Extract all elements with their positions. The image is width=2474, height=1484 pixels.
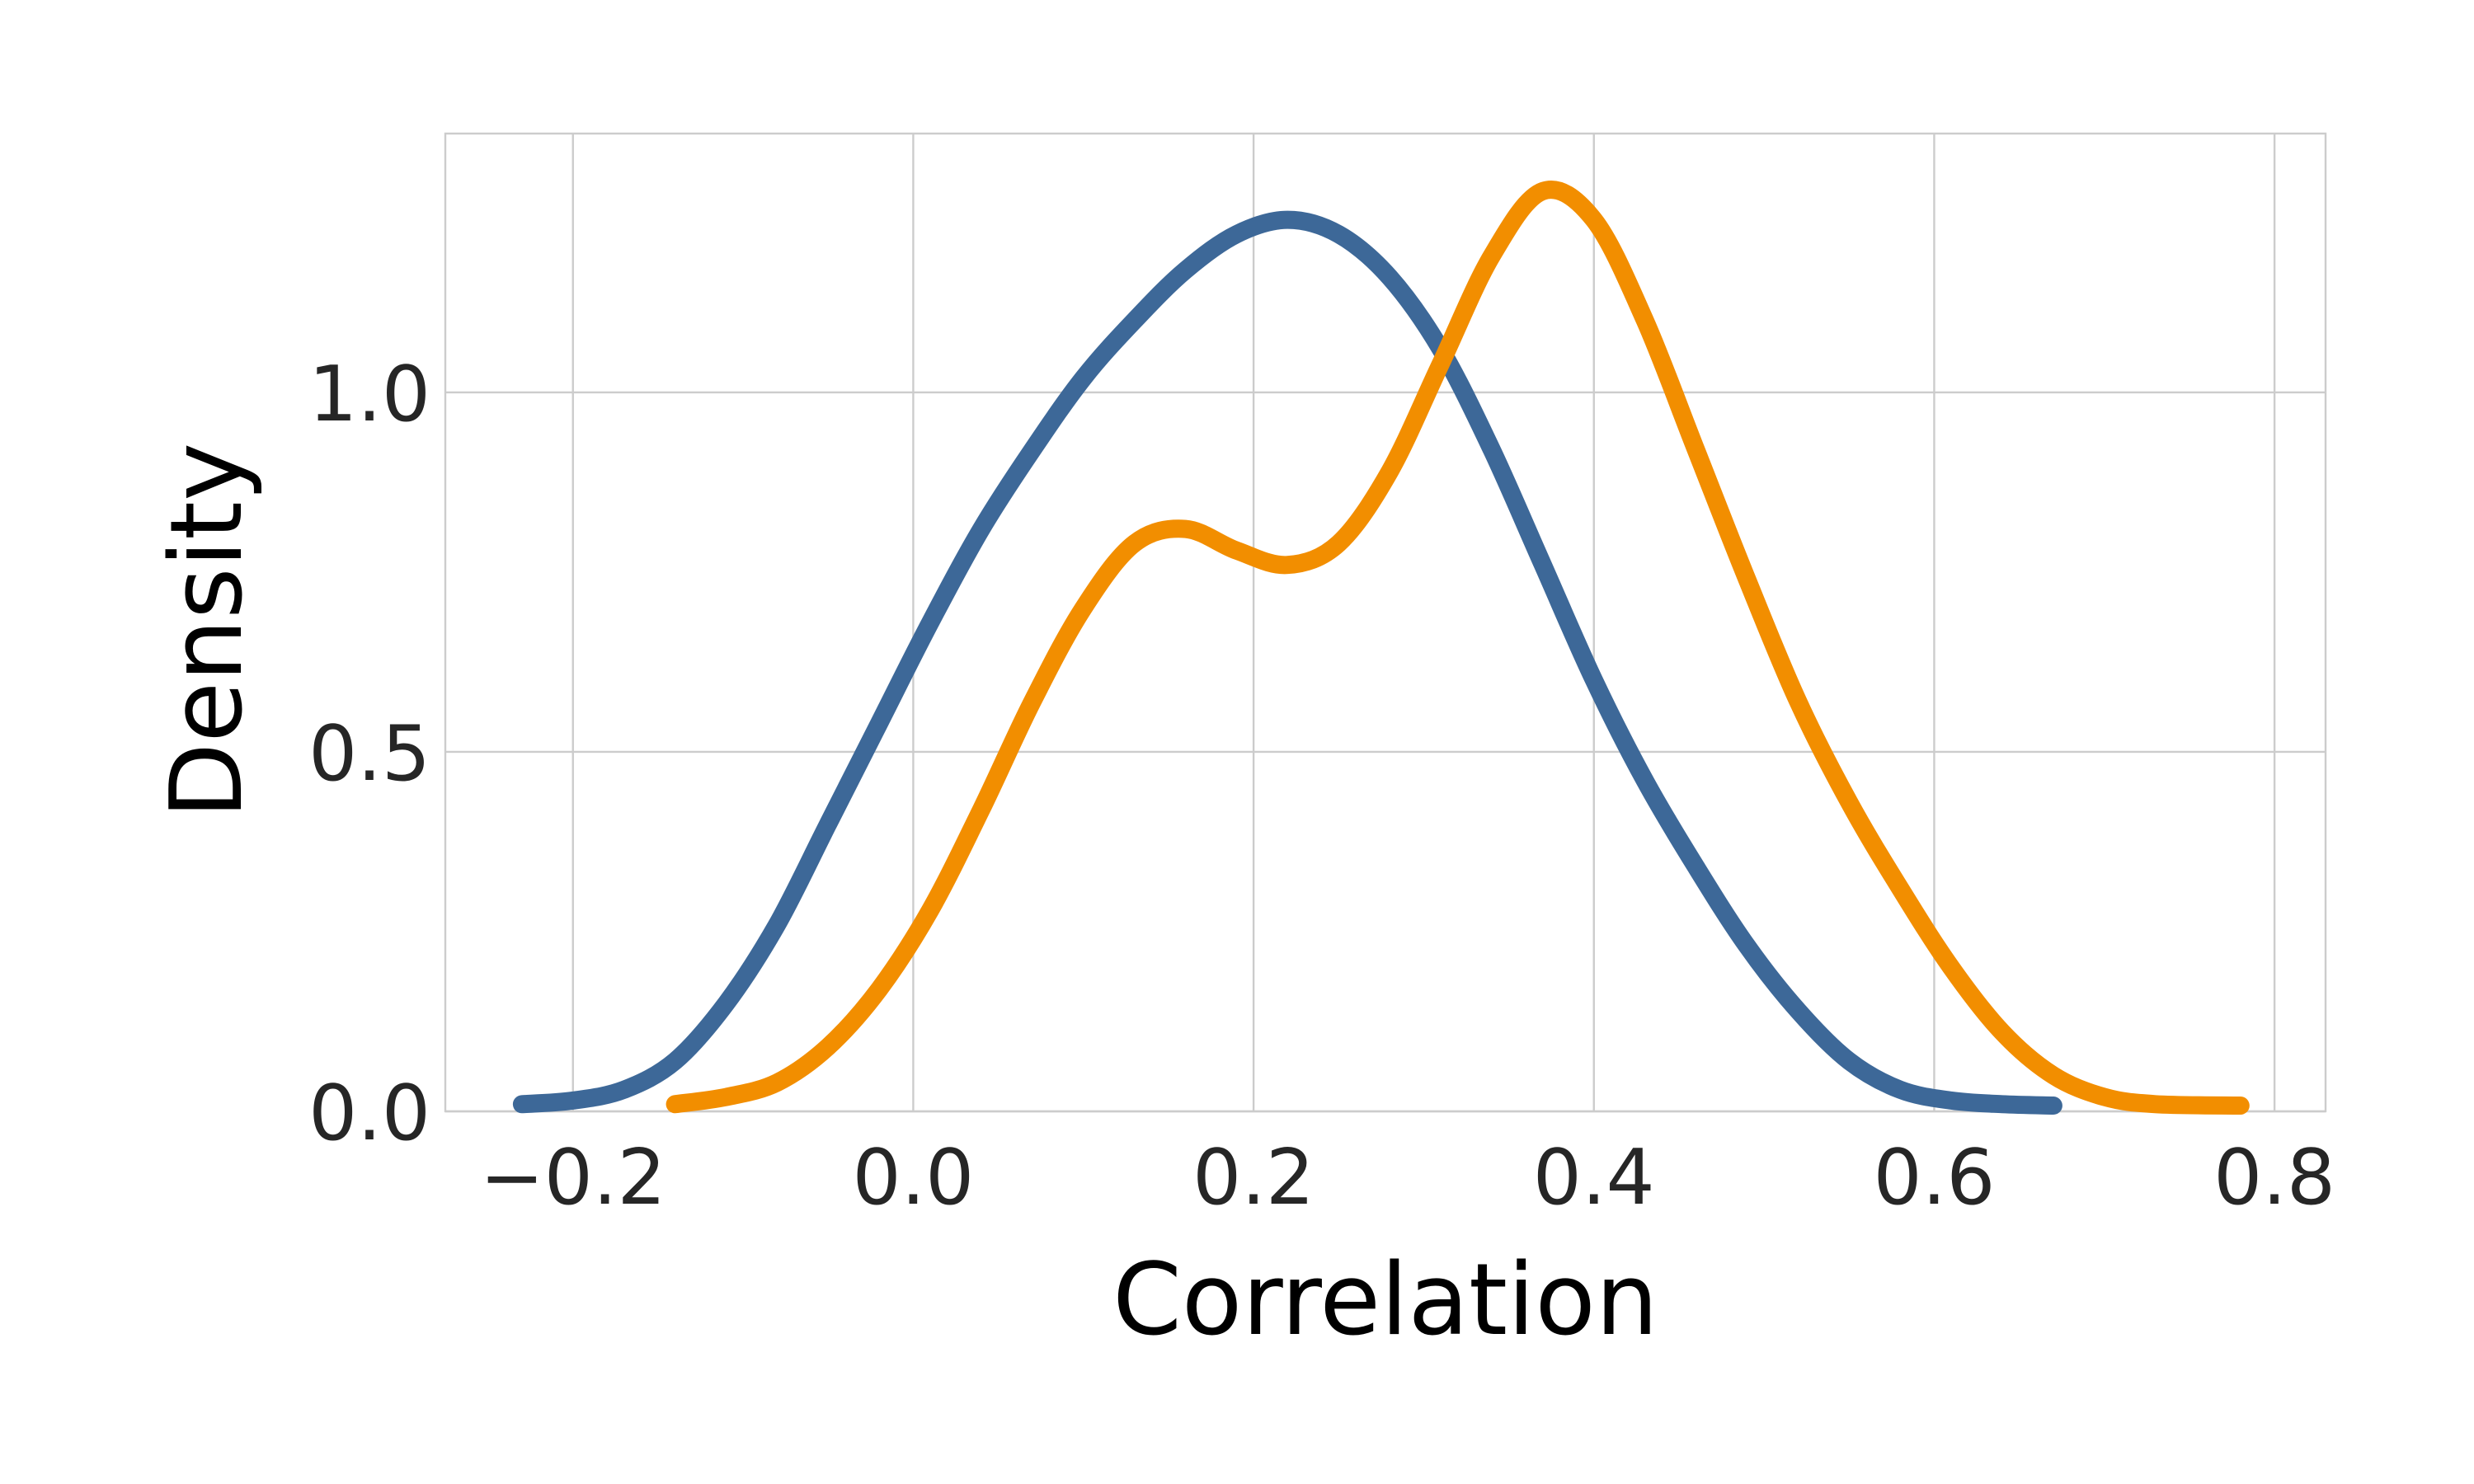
density-series-line-2	[666, 181, 2250, 1115]
x-tick-label: 0.8	[2213, 1133, 2335, 1222]
x-axis-title: Correlation	[1112, 1243, 1658, 1358]
y-tick-label: 0.5	[308, 709, 430, 798]
y-axis-title: Density	[150, 443, 265, 819]
x-tick-label: −0.2	[480, 1133, 666, 1222]
x-tick-label: 0.4	[1533, 1133, 1655, 1222]
density-series-line-1	[512, 210, 2062, 1115]
plot-frame	[444, 132, 2327, 1113]
x-tick-label: 0.6	[1873, 1133, 1995, 1222]
x-tick-label: 0.0	[852, 1133, 974, 1222]
x-tick-labels: −0.2 0.0 0.2 0.4 0.6 0.8	[480, 1133, 2335, 1222]
x-tick-label: 0.2	[1192, 1133, 1315, 1222]
y-tick-labels: 0.0 0.5 1.0	[308, 350, 430, 1158]
y-tick-label: 0.0	[308, 1068, 430, 1158]
y-tick-label: 1.0	[308, 350, 430, 439]
series-lines	[512, 181, 2250, 1115]
